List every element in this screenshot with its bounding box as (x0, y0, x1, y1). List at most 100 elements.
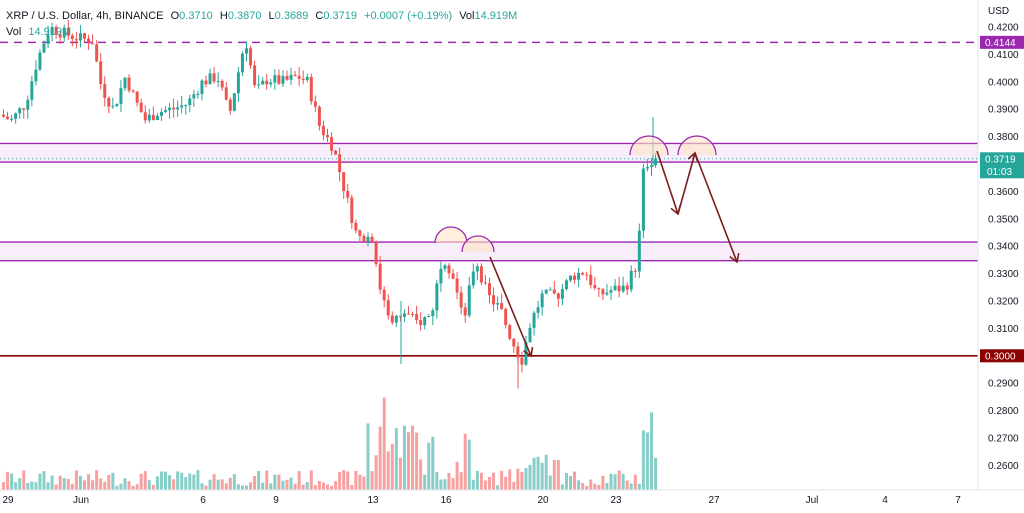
candle-body (402, 313, 406, 317)
legend-symbol: XRP / U.S. Dollar, 4h, BINANCE (6, 10, 164, 22)
price-tick-label: 0.2900 (988, 379, 1019, 390)
volume-bar (277, 474, 281, 490)
candle-body (496, 303, 500, 305)
time-tick-label: 4 (882, 495, 888, 506)
volume-bar (524, 468, 528, 490)
candle-body (155, 115, 159, 120)
candle-body (10, 118, 14, 120)
volume-bar (249, 482, 253, 490)
legend-high: 0.3870 (227, 10, 262, 22)
volume-bar (78, 475, 82, 490)
price-tag-countdown: 01:03 (987, 167, 1012, 178)
legend-high-label: H (219, 10, 228, 22)
candle-body (540, 293, 544, 308)
candle-body (62, 27, 66, 38)
candle-body (350, 197, 354, 223)
candle-body (38, 52, 42, 70)
legend-vol-label: Vol (459, 10, 475, 22)
candle-body (232, 93, 236, 111)
volume-bar (147, 480, 151, 490)
volume-bar (394, 428, 398, 490)
candle-body (447, 265, 451, 274)
candle-body (362, 235, 366, 242)
volume-bar (70, 483, 74, 490)
candle-body (573, 275, 577, 280)
candle-body (467, 285, 471, 316)
volume-bar (123, 478, 127, 490)
volume-bar (253, 475, 257, 490)
candle-body (26, 99, 30, 110)
candle-body (633, 270, 637, 272)
volume-bar (321, 482, 325, 490)
candle-body (488, 283, 491, 296)
legend-row-price: XRP / U.S. Dollar, 4h, BINANCE O0.3710 H… (6, 8, 521, 24)
time-tick-label: 20 (537, 495, 549, 506)
volume-bar (317, 481, 321, 490)
time-tick-label: Jul (806, 495, 819, 506)
volume-bar (14, 482, 18, 490)
candle-body (544, 289, 548, 294)
candle-body (240, 53, 244, 73)
time-tick-label: 29 (2, 495, 14, 506)
price-tick-label: 0.3100 (988, 324, 1019, 335)
volume-bar (91, 480, 95, 490)
candle-body (151, 114, 155, 120)
candle-body (42, 43, 46, 53)
volume-bar (99, 478, 103, 490)
candle-body (317, 106, 321, 126)
volume-bar (581, 483, 585, 490)
volume-bar (30, 481, 34, 490)
candle-body (605, 292, 609, 295)
volume-bar (609, 473, 613, 490)
volume-bar (492, 472, 496, 490)
candle-body (74, 39, 78, 41)
volume-bar (601, 475, 605, 490)
volume-bar (54, 484, 58, 490)
candle-body (613, 285, 617, 291)
candle-body (253, 65, 257, 86)
volume-bar (508, 469, 512, 490)
price-tag (980, 349, 1024, 363)
candle-body (257, 84, 261, 86)
price-tick-label: 0.3600 (988, 187, 1019, 198)
volume-bar (159, 471, 163, 490)
volume-bar (135, 484, 139, 490)
candle-body (479, 266, 483, 283)
volume-bar (451, 478, 455, 490)
volume-bar (10, 473, 14, 490)
legend-close: 0.3719 (323, 10, 357, 22)
volume-bar (386, 451, 390, 490)
price-tick-label: 0.3500 (988, 214, 1019, 225)
candle-body (2, 114, 5, 117)
volume-bar (382, 397, 386, 490)
candle-body (330, 137, 334, 151)
candle-body (200, 80, 204, 94)
volume-bar (362, 476, 366, 490)
volume-bar (402, 425, 406, 490)
candle-body (321, 125, 325, 136)
volume-bar (593, 483, 597, 490)
volume-bar (407, 432, 410, 490)
legend-row-volume: Vol 14.919M (6, 24, 521, 40)
candle-body (581, 272, 585, 275)
candle-body (123, 77, 127, 89)
candle-body (443, 265, 447, 269)
volume-bar (378, 426, 382, 490)
candle-body (54, 26, 58, 35)
legend-close-label: C (315, 10, 324, 22)
volume-bar (455, 461, 459, 490)
volume-bar (176, 471, 180, 490)
volume-bar (66, 478, 70, 490)
volume-bar (419, 459, 423, 490)
volume-bar (151, 484, 155, 490)
volume-bar (273, 474, 277, 490)
volume-bar (111, 472, 115, 490)
volume-bar (172, 479, 176, 490)
volume-bar (50, 475, 54, 490)
price-tick-label: 0.3200 (988, 297, 1019, 308)
volume-bar (289, 477, 293, 490)
volume-bar (540, 462, 544, 490)
volume-bar (346, 471, 350, 490)
